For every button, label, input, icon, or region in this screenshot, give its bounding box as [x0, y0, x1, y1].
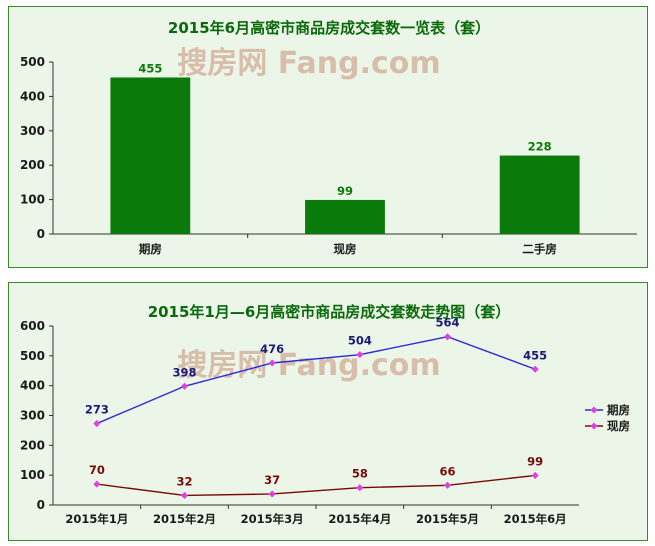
bar-value-label: 99	[337, 184, 353, 198]
y-tick-label: 100	[20, 193, 45, 207]
data-point	[443, 481, 452, 489]
data-point	[531, 365, 539, 373]
y-tick-label: 400	[20, 89, 45, 103]
legend-marker	[590, 422, 598, 430]
data-label: 99	[527, 454, 543, 468]
x-category-label: 2015年2月	[153, 512, 216, 526]
bar-value-label: 455	[138, 61, 162, 75]
data-label: 398	[172, 365, 196, 379]
data-point	[93, 420, 101, 428]
x-category-label: 2015年5月	[416, 512, 479, 526]
x-category-label: 2015年3月	[241, 512, 304, 526]
bar-value-label: 228	[528, 140, 552, 154]
x-category-label: 2015年1月	[65, 512, 128, 526]
bar-chart: 2015年6月高密市商品房成交套数一览表（套） 搜房网 Fang.com 0 10…	[20, 19, 637, 256]
data-label: 70	[89, 463, 105, 477]
line-chart-panel: 2015年1月—6月高密市商品房成交套数走势图（套） 搜房网 Fang.com …	[8, 282, 648, 541]
y-tick-label: 400	[20, 379, 45, 393]
bar-chart-panel: 2015年6月高密市商品房成交套数一览表（套） 搜房网 Fang.com 0 10…	[8, 6, 648, 268]
data-label: 504	[348, 334, 372, 348]
data-label: 58	[352, 467, 368, 481]
data-label: 273	[85, 403, 109, 417]
data-point	[268, 359, 276, 367]
y-tick-label: 500	[20, 55, 45, 69]
data-label: 564	[435, 316, 459, 330]
data-label: 37	[264, 473, 280, 487]
x-category-label: 期房	[139, 242, 162, 256]
data-point	[356, 351, 364, 359]
legend-marker	[590, 406, 598, 414]
data-label: 455	[523, 348, 547, 362]
y-tick-label: 300	[20, 124, 45, 138]
data-label: 66	[439, 464, 455, 478]
series-line	[96, 336, 536, 425]
y-tick-label: 300	[20, 409, 45, 423]
legend-label: 现房	[607, 419, 630, 433]
watermark: 搜房网 Fang.com	[177, 46, 440, 81]
x-category-label: 2015年4月	[328, 512, 391, 526]
bar-chart-title: 2015年6月高密市商品房成交套数一览表（套）	[168, 19, 490, 37]
y-tick-label: 200	[20, 158, 45, 172]
data-label: 476	[260, 342, 284, 356]
data-label: 32	[176, 474, 192, 488]
bar	[305, 199, 385, 234]
y-tick-label: 500	[20, 349, 45, 363]
data-point	[531, 471, 539, 480]
y-tick-label: 0	[37, 498, 45, 512]
y-tick-label: 200	[20, 438, 45, 452]
y-tick-label: 600	[20, 319, 45, 333]
y-tick-label: 100	[20, 468, 45, 482]
legend-label: 期房	[607, 403, 630, 417]
x-category-label: 二手房	[522, 242, 557, 256]
line-chart: 2015年1月—6月高密市商品房成交套数走势图（套） 搜房网 Fang.com …	[20, 303, 630, 526]
line-chart-title: 2015年1月—6月高密市商品房成交套数走势图（套）	[148, 303, 511, 321]
bar	[499, 155, 580, 234]
data-point	[93, 480, 101, 488]
data-point	[443, 333, 452, 341]
data-point	[180, 491, 189, 499]
data-point	[356, 484, 364, 492]
series-line	[96, 474, 536, 497]
x-category-label: 现房	[334, 242, 357, 256]
data-point	[180, 382, 189, 390]
y-tick-label: 0	[37, 227, 45, 241]
bar	[110, 77, 191, 234]
x-category-label: 2015年6月	[504, 512, 567, 526]
data-point	[268, 490, 276, 498]
